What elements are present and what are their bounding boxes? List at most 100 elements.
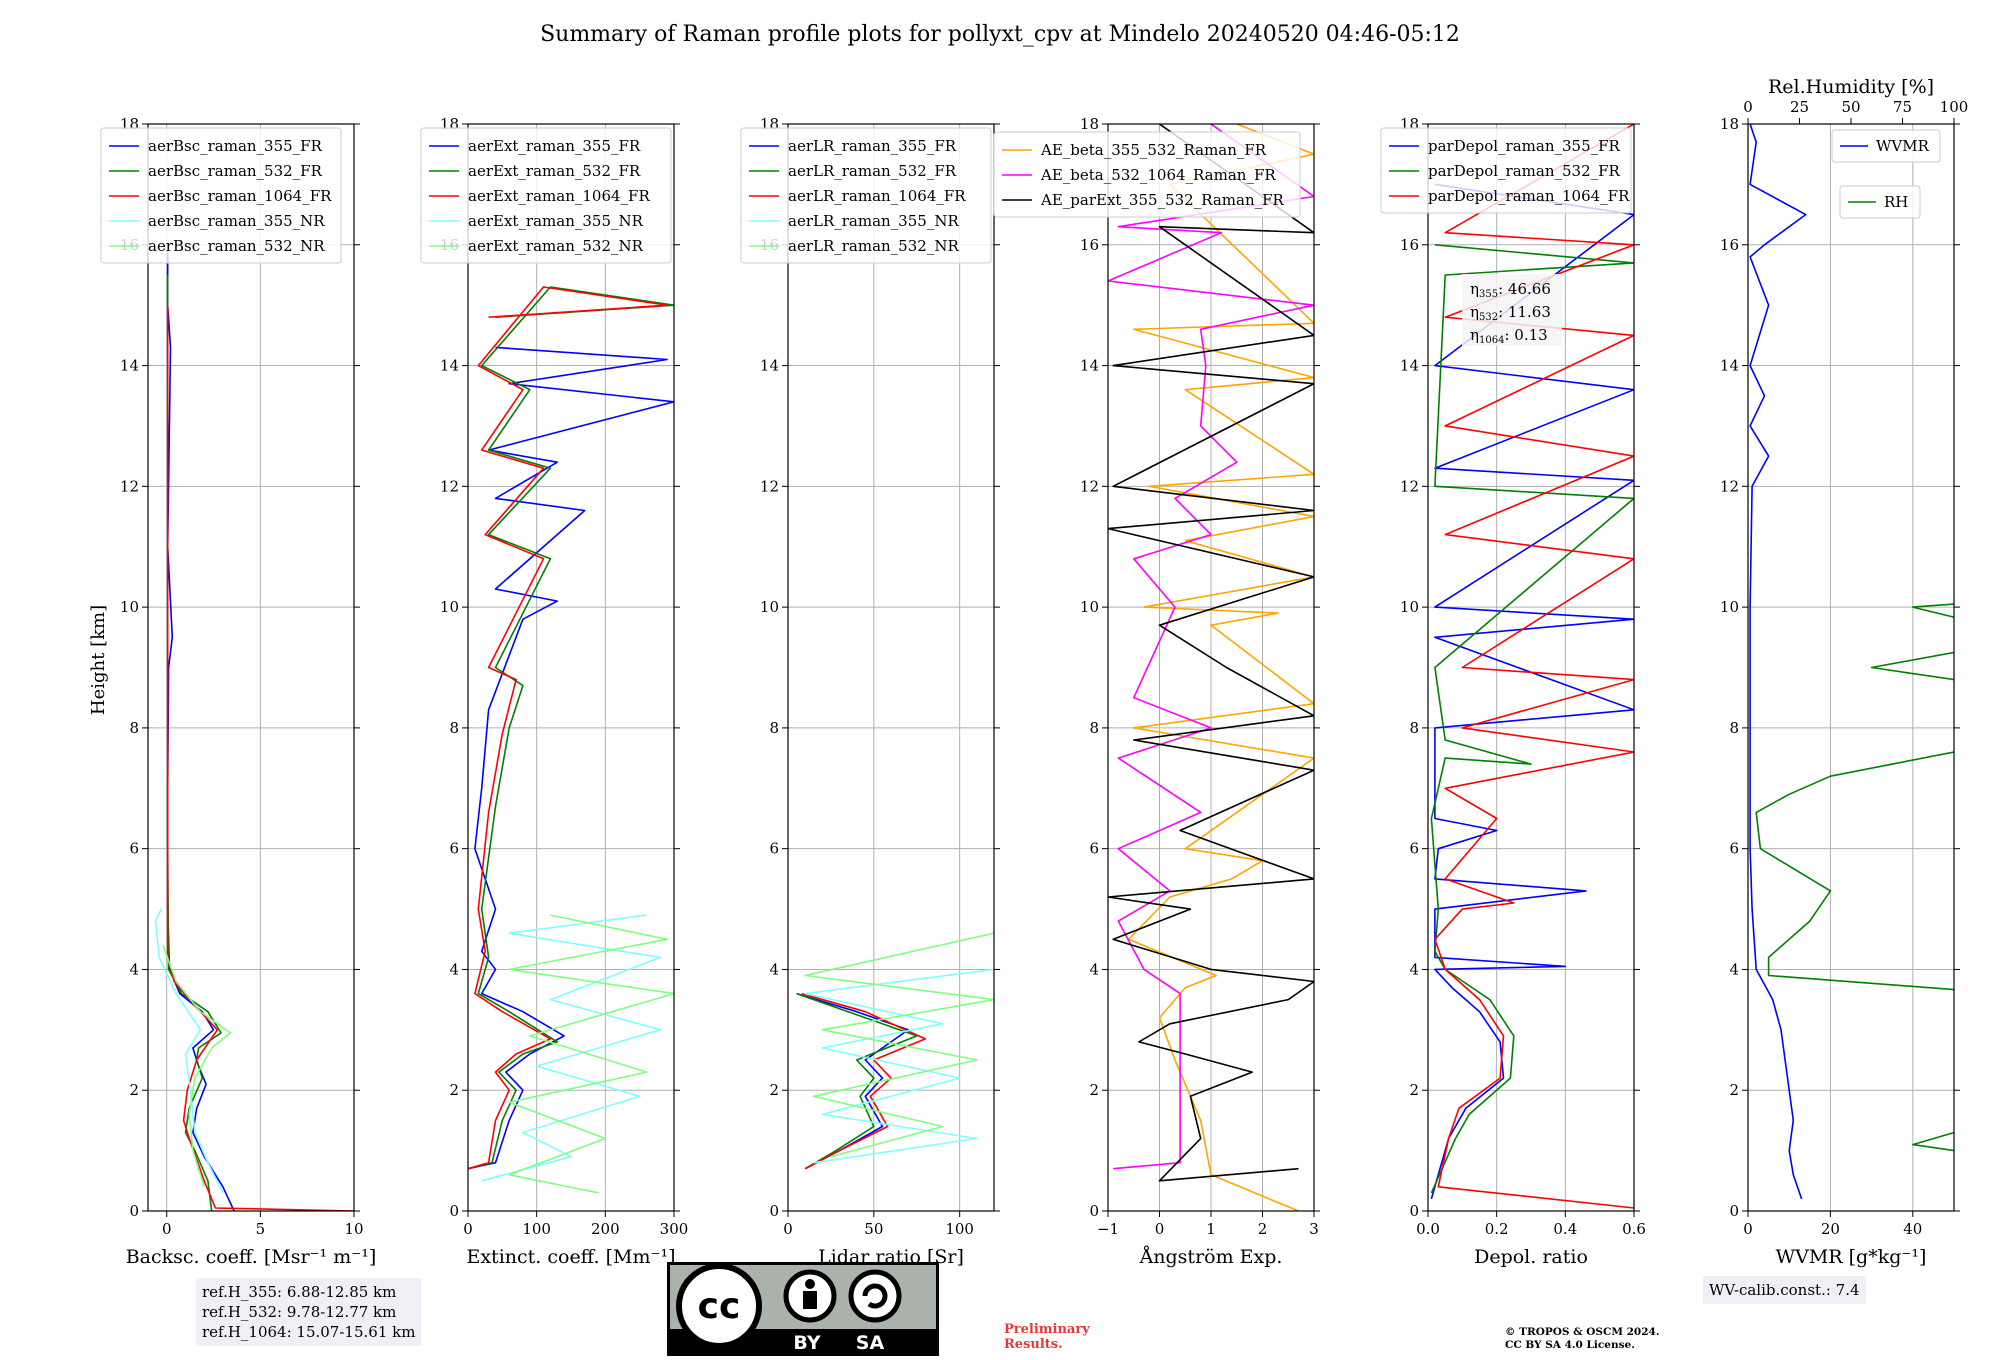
- panel-6: 0 20 40 0 2 4 6 8 10 12 14 16 18 WVMR [g*kg⁻¹] 0 25 50 75…: [1720, 76, 1968, 1268]
- ref-h-355: ref.H_355: 6.88-12.85 km: [202, 1283, 397, 1301]
- legend-label: aerLR_raman_355_FR: [788, 137, 957, 155]
- y-tick-label: 10: [120, 598, 139, 616]
- y-tick-label: 2: [1089, 1081, 1099, 1099]
- x-axis-label: Backsc. coeff. [Msr⁻¹ m⁻¹]: [126, 1246, 377, 1268]
- y-tick-label: 6: [449, 840, 459, 858]
- y-tick-label: 10: [1400, 598, 1419, 616]
- y-tick-label: 18: [1080, 115, 1099, 133]
- y-tick-label: 4: [1409, 960, 1419, 978]
- legend-label: AE_beta_532_1064_Raman_FR: [1040, 166, 1276, 184]
- x-tick-label: 100: [522, 1220, 551, 1238]
- x-axis-label: Extinct. coeff. [Mm⁻¹]: [466, 1246, 675, 1268]
- series-line-aerExt_raman_1064_FR: [468, 286, 668, 1170]
- series-line-aerLR_raman_532_FR: [796, 992, 918, 1170]
- panel-3: 050100024681012141618Lidar ratio [Sr]aer…: [740, 115, 1000, 1268]
- reference-height-box: ref.H_355: 6.88-12.85 km ref.H_532: 9.78…: [196, 1278, 422, 1346]
- y-tick-label: 14: [1400, 357, 1419, 375]
- legend-label: aerBsc_raman_355_NR: [148, 212, 325, 230]
- legend-box: [420, 127, 672, 264]
- panel-2: 0100200300024681012141618Extinct. coeff.…: [420, 115, 689, 1268]
- y-tick-label: 16: [1400, 236, 1419, 254]
- series-line-WVMR: [1749, 124, 1807, 1200]
- copyright-line-2: CC BY SA 4.0 License.: [1505, 1339, 1635, 1351]
- top-x-tick-label: 0: [1743, 98, 1753, 116]
- series-line-aerLR_raman_355_FR: [796, 992, 910, 1170]
- legend-box: [1831, 129, 1941, 163]
- y-tick-label: 12: [120, 477, 139, 495]
- y-tick-label: 8: [449, 719, 459, 737]
- panel-frame: [467, 123, 675, 1212]
- legend-label: aerLR_raman_355_NR: [788, 212, 959, 230]
- wv-calib-box: WV-calib.const.: 7.4: [1703, 1276, 1866, 1304]
- series-line-aerBsc_raman_355_NR: [154, 908, 224, 1194]
- cc-label: cc: [698, 1286, 741, 1327]
- y-tick-label: 14: [760, 357, 779, 375]
- series-line-AE_beta_355_532_Raman_FR: [1127, 124, 1314, 1211]
- by-label: BY: [793, 1332, 820, 1354]
- x-tick-label: 50: [864, 1220, 883, 1238]
- y-tick-label: 12: [1400, 477, 1419, 495]
- panel-frame: [1427, 123, 1635, 1212]
- top-x-tick-label: 75: [1893, 98, 1912, 116]
- legend-label: aerBsc_raman_1064_FR: [148, 187, 332, 205]
- panel-frame: [1747, 123, 1955, 1212]
- y-tick-label: 2: [449, 1081, 459, 1099]
- y-tick-label: 8: [1409, 719, 1419, 737]
- page-title: Summary of Raman profile plots for polly…: [540, 22, 1460, 47]
- legend-label: aerBsc_raman_532_FR: [148, 162, 323, 180]
- y-tick-label: 6: [769, 840, 779, 858]
- y-tick-label: 8: [129, 719, 139, 737]
- y-tick-label: 4: [769, 960, 779, 978]
- sa-label: SA: [856, 1332, 885, 1354]
- x-tick-label: 100: [945, 1220, 974, 1238]
- series-line-AE_parExt_355_532_Raman_FR: [1108, 124, 1314, 1182]
- x-tick-label: 1: [1206, 1220, 1216, 1238]
- legend-box: [740, 127, 992, 264]
- legend-label: aerExt_raman_355_FR: [468, 137, 641, 155]
- series-line-parDepol_raman_355_FR: [1430, 183, 1634, 1200]
- y-tick-label: 4: [1089, 960, 1099, 978]
- x-tick-label: 3: [1309, 1220, 1319, 1238]
- legend-label: aerExt_raman_1064_FR: [468, 187, 650, 205]
- panel-frame: [147, 123, 355, 1212]
- x-axis-label: WVMR [g*kg⁻¹]: [1776, 1246, 1927, 1268]
- legend-label: parDepol_raman_1064_FR: [1428, 187, 1630, 205]
- x-tick-label: 0.0: [1416, 1220, 1440, 1238]
- preliminary-line-1: Preliminary: [1004, 1322, 1090, 1337]
- series-line-aerExt_raman_355_NR: [481, 914, 662, 1182]
- series-line-RH: [1755, 603, 1954, 1152]
- y-tick-label: 12: [760, 477, 779, 495]
- x-tick-label: 0.4: [1553, 1220, 1577, 1238]
- legend-label: aerLR_raman_532_NR: [788, 237, 959, 255]
- y-tick-label: 2: [129, 1081, 139, 1099]
- legend-label: parDepol_raman_355_FR: [1428, 137, 1621, 155]
- panel-frame: [787, 123, 995, 1212]
- x-axis-label: Depol. ratio: [1474, 1246, 1588, 1268]
- x-tick-label: 20: [1821, 1220, 1840, 1238]
- y-tick-label: 8: [769, 719, 779, 737]
- legend-box: [993, 131, 1301, 218]
- x-tick-label: 0.2: [1485, 1220, 1509, 1238]
- y-tick-label: 2: [1729, 1081, 1739, 1099]
- preliminary-note: Preliminary Results.: [1004, 1322, 1090, 1352]
- x-tick-label: 5: [256, 1220, 266, 1238]
- y-tick-label: 6: [1409, 840, 1419, 858]
- x-tick-label: 300: [660, 1220, 689, 1238]
- y-tick-label: 18: [1720, 115, 1739, 133]
- copyright-line-1: © TROPOS & OSCM 2024.: [1505, 1326, 1660, 1338]
- x-tick-label: 2: [1258, 1220, 1268, 1238]
- x-tick-label: 0: [1743, 1220, 1753, 1238]
- legend-label: aerBsc_raman_532_NR: [148, 237, 325, 255]
- legend-label: AE_beta_355_532_Raman_FR: [1040, 141, 1267, 159]
- y-tick-label: 6: [1089, 840, 1099, 858]
- y-tick-label: 2: [1409, 1081, 1419, 1099]
- legend-label: parDepol_raman_532_FR: [1428, 162, 1621, 180]
- eta-1064: η1064: 0.13: [1470, 326, 1548, 346]
- y-tick-label: 0: [1089, 1202, 1099, 1220]
- top-x-tick-label: 50: [1841, 98, 1860, 116]
- series-line-parDepol_raman_1064_FR: [1434, 124, 1634, 1209]
- y-tick-label: 12: [1080, 477, 1099, 495]
